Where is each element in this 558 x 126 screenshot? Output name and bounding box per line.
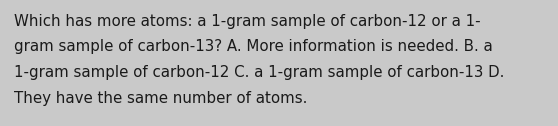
Text: gram sample of carbon-13? A. More information is needed. B. a: gram sample of carbon-13? A. More inform… <box>14 39 493 55</box>
Text: Which has more atoms: a 1-gram sample of carbon-12 or a 1-: Which has more atoms: a 1-gram sample of… <box>14 14 480 29</box>
Text: They have the same number of atoms.: They have the same number of atoms. <box>14 90 307 105</box>
Text: 1-gram sample of carbon-12 C. a 1-gram sample of carbon-13 D.: 1-gram sample of carbon-12 C. a 1-gram s… <box>14 65 504 80</box>
